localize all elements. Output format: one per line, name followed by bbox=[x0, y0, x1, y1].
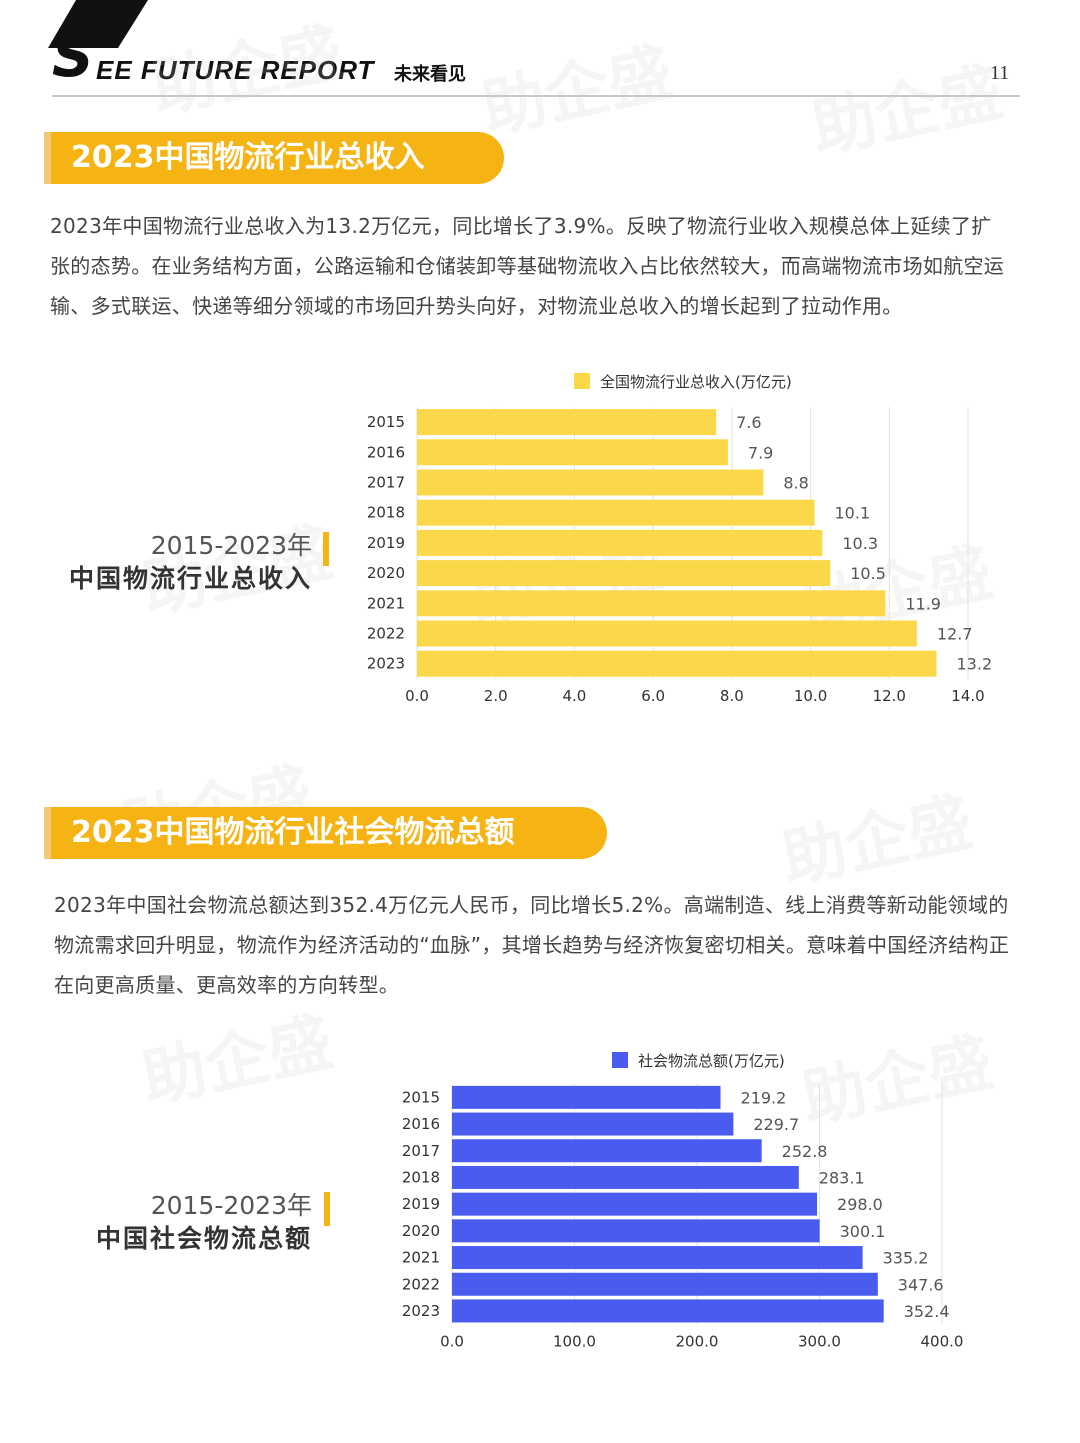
chart2-bar bbox=[452, 1139, 762, 1163]
chart1-x-tick-label: 8.0 bbox=[720, 687, 744, 705]
chart1-bar bbox=[417, 529, 823, 556]
chart1-category-label: 2021 bbox=[367, 594, 405, 612]
chart2-category-label: 2023 bbox=[402, 1302, 440, 1320]
chart2-side-years: 2015-2023年 bbox=[150, 1191, 312, 1220]
chart2-category-label: 2020 bbox=[402, 1222, 440, 1240]
chart2-x-tick-label: 200.0 bbox=[676, 1332, 719, 1350]
chart1-bar bbox=[417, 590, 886, 617]
chart1-side-label: 2015-2023年 中国物流行业总收入 bbox=[69, 530, 312, 596]
chart1-category-label: 2016 bbox=[367, 443, 405, 461]
chart1-category-label: 2018 bbox=[367, 504, 405, 522]
watermark: 助企盛 bbox=[775, 785, 979, 899]
chart1-bar bbox=[417, 409, 717, 436]
chart2-category-label: 2016 bbox=[402, 1115, 440, 1133]
chart1-x-tick-label: 6.0 bbox=[641, 687, 665, 705]
chart2-x-tick-label: 0.0 bbox=[440, 1332, 464, 1350]
chart2-bar bbox=[452, 1272, 878, 1296]
chart1-bar bbox=[417, 560, 831, 587]
report-subtitle: 未来看见 bbox=[394, 64, 466, 85]
chart1-side-accent bbox=[323, 532, 329, 566]
chart2-data-label: 219.2 bbox=[741, 1088, 787, 1107]
chart1-legend: 全国物流行业总收入(万亿元) bbox=[574, 373, 792, 391]
section1-heading: 2023中国物流行业总收入 bbox=[44, 132, 504, 184]
chart2-side-accent bbox=[324, 1192, 330, 1226]
chart2-bar bbox=[452, 1112, 734, 1136]
chart1-category-label: 2022 bbox=[367, 625, 405, 643]
chart2-bar bbox=[452, 1219, 820, 1243]
chart1-data-label: 7.9 bbox=[748, 443, 773, 462]
chart2-category-label: 2015 bbox=[402, 1088, 440, 1106]
chart1-category-label: 2017 bbox=[367, 474, 405, 492]
chart1-x-tick-label: 14.0 bbox=[951, 687, 984, 705]
chart1-x-tick-label: 12.0 bbox=[873, 687, 906, 705]
logo-letter: S bbox=[52, 22, 94, 80]
watermark: 助企盛 bbox=[475, 35, 679, 149]
chart1-x-tick-label: 4.0 bbox=[562, 687, 586, 705]
chart2-category-label: 2019 bbox=[402, 1195, 440, 1213]
chart1-x-tick-label: 0.0 bbox=[405, 687, 429, 705]
header-divider bbox=[52, 95, 1020, 97]
watermark: 助企盛 bbox=[805, 55, 1009, 169]
social-logistics-bar-chart: 社会物流总额(万亿元) 0.0 100.0 200.0 300.0 400.0 2015 21… bbox=[402, 1052, 964, 1350]
chart1-data-label: 12.7 bbox=[937, 625, 973, 644]
chart2-bar bbox=[452, 1192, 818, 1216]
chart2-data-label: 347.6 bbox=[898, 1275, 944, 1294]
chart2-bar bbox=[452, 1246, 863, 1270]
watermark: 助企盛 bbox=[135, 1005, 339, 1119]
chart1-bar bbox=[417, 650, 937, 677]
report-logo: S bbox=[48, 0, 148, 80]
chart1-data-label: 8.8 bbox=[783, 474, 808, 493]
chart1-x-tick-label: 10.0 bbox=[794, 687, 827, 705]
chart2-legend: 社会物流总额(万亿元) bbox=[612, 1052, 785, 1070]
chart2-category-label: 2017 bbox=[402, 1142, 440, 1160]
chart1-legend-label: 全国物流行业总收入(万亿元) bbox=[600, 373, 792, 391]
revenue-bar-chart: 全国物流行业总收入(万亿元) 0.0 2.0 4.0 6.0 8.0 10.0 12.0 14.… bbox=[367, 373, 993, 705]
chart1-category-label: 2020 bbox=[367, 564, 405, 582]
chart2-data-label: 298.0 bbox=[837, 1195, 883, 1214]
chart2-data-label: 352.4 bbox=[904, 1302, 950, 1321]
chart2-x-tick-label: 400.0 bbox=[921, 1332, 964, 1350]
chart2-legend-swatch bbox=[612, 1052, 628, 1068]
chart2-legend-label: 社会物流总额(万亿元) bbox=[638, 1052, 785, 1070]
chart1-data-label: 10.5 bbox=[850, 564, 886, 583]
chart1-data-label: 13.2 bbox=[957, 655, 993, 674]
chart2-side-name: 中国社会物流总额 bbox=[95, 1224, 312, 1253]
chart1-data-label: 7.6 bbox=[736, 413, 761, 432]
chart1-x-tick-label: 2.0 bbox=[484, 687, 508, 705]
chart1-legend-swatch bbox=[574, 373, 590, 389]
chart2-data-label: 283.1 bbox=[819, 1168, 865, 1187]
chart1-data-label: 10.3 bbox=[842, 534, 878, 553]
chart2-category-label: 2022 bbox=[402, 1275, 440, 1293]
chart2-bar bbox=[452, 1165, 799, 1189]
chart1-category-label: 2015 bbox=[367, 413, 405, 431]
chart1-category-label: 2023 bbox=[367, 655, 405, 673]
chart2-data-label: 252.8 bbox=[782, 1142, 828, 1161]
chart2-data-label: 335.2 bbox=[883, 1249, 929, 1268]
chart2-bar bbox=[452, 1299, 884, 1323]
section2-heading: 2023中国物流行业社会物流总额 bbox=[44, 807, 607, 859]
chart2-data-label: 300.1 bbox=[840, 1222, 886, 1241]
section2-paragraph: 2023年中国社会物流总额达到352.4万亿元人民币，同比增长5.2%。高端制造… bbox=[54, 893, 1010, 997]
chart2-side-label: 2015-2023年 中国社会物流总额 bbox=[96, 1190, 312, 1256]
chart2-bar bbox=[452, 1085, 721, 1109]
chart1-bar bbox=[417, 620, 917, 647]
chart2-x-tick-label: 100.0 bbox=[553, 1332, 596, 1350]
chart2-x-tick-label: 300.0 bbox=[798, 1332, 841, 1350]
chart1-bar bbox=[417, 469, 764, 496]
chart1-category-label: 2019 bbox=[367, 534, 405, 552]
chart1-data-label: 11.9 bbox=[905, 594, 941, 613]
chart1-data-label: 10.1 bbox=[835, 504, 871, 523]
section1-paragraph: 2023年中国物流行业总收入为13.2万亿元，同比增长了3.9%。反映了物流行业… bbox=[50, 214, 1005, 318]
page-number: 11 bbox=[990, 62, 1010, 84]
chart2-category-label: 2018 bbox=[402, 1168, 440, 1186]
chart1-bar bbox=[417, 439, 728, 466]
chart2-data-label: 229.7 bbox=[753, 1115, 799, 1134]
chart1-side-years: 2015-2023年 bbox=[150, 531, 312, 560]
chart1-bar bbox=[417, 499, 815, 526]
report-title: EE FUTURE REPORT bbox=[96, 55, 375, 85]
chart1-side-name: 中国物流行业总收入 bbox=[68, 564, 312, 593]
chart2-category-label: 2021 bbox=[402, 1249, 440, 1267]
